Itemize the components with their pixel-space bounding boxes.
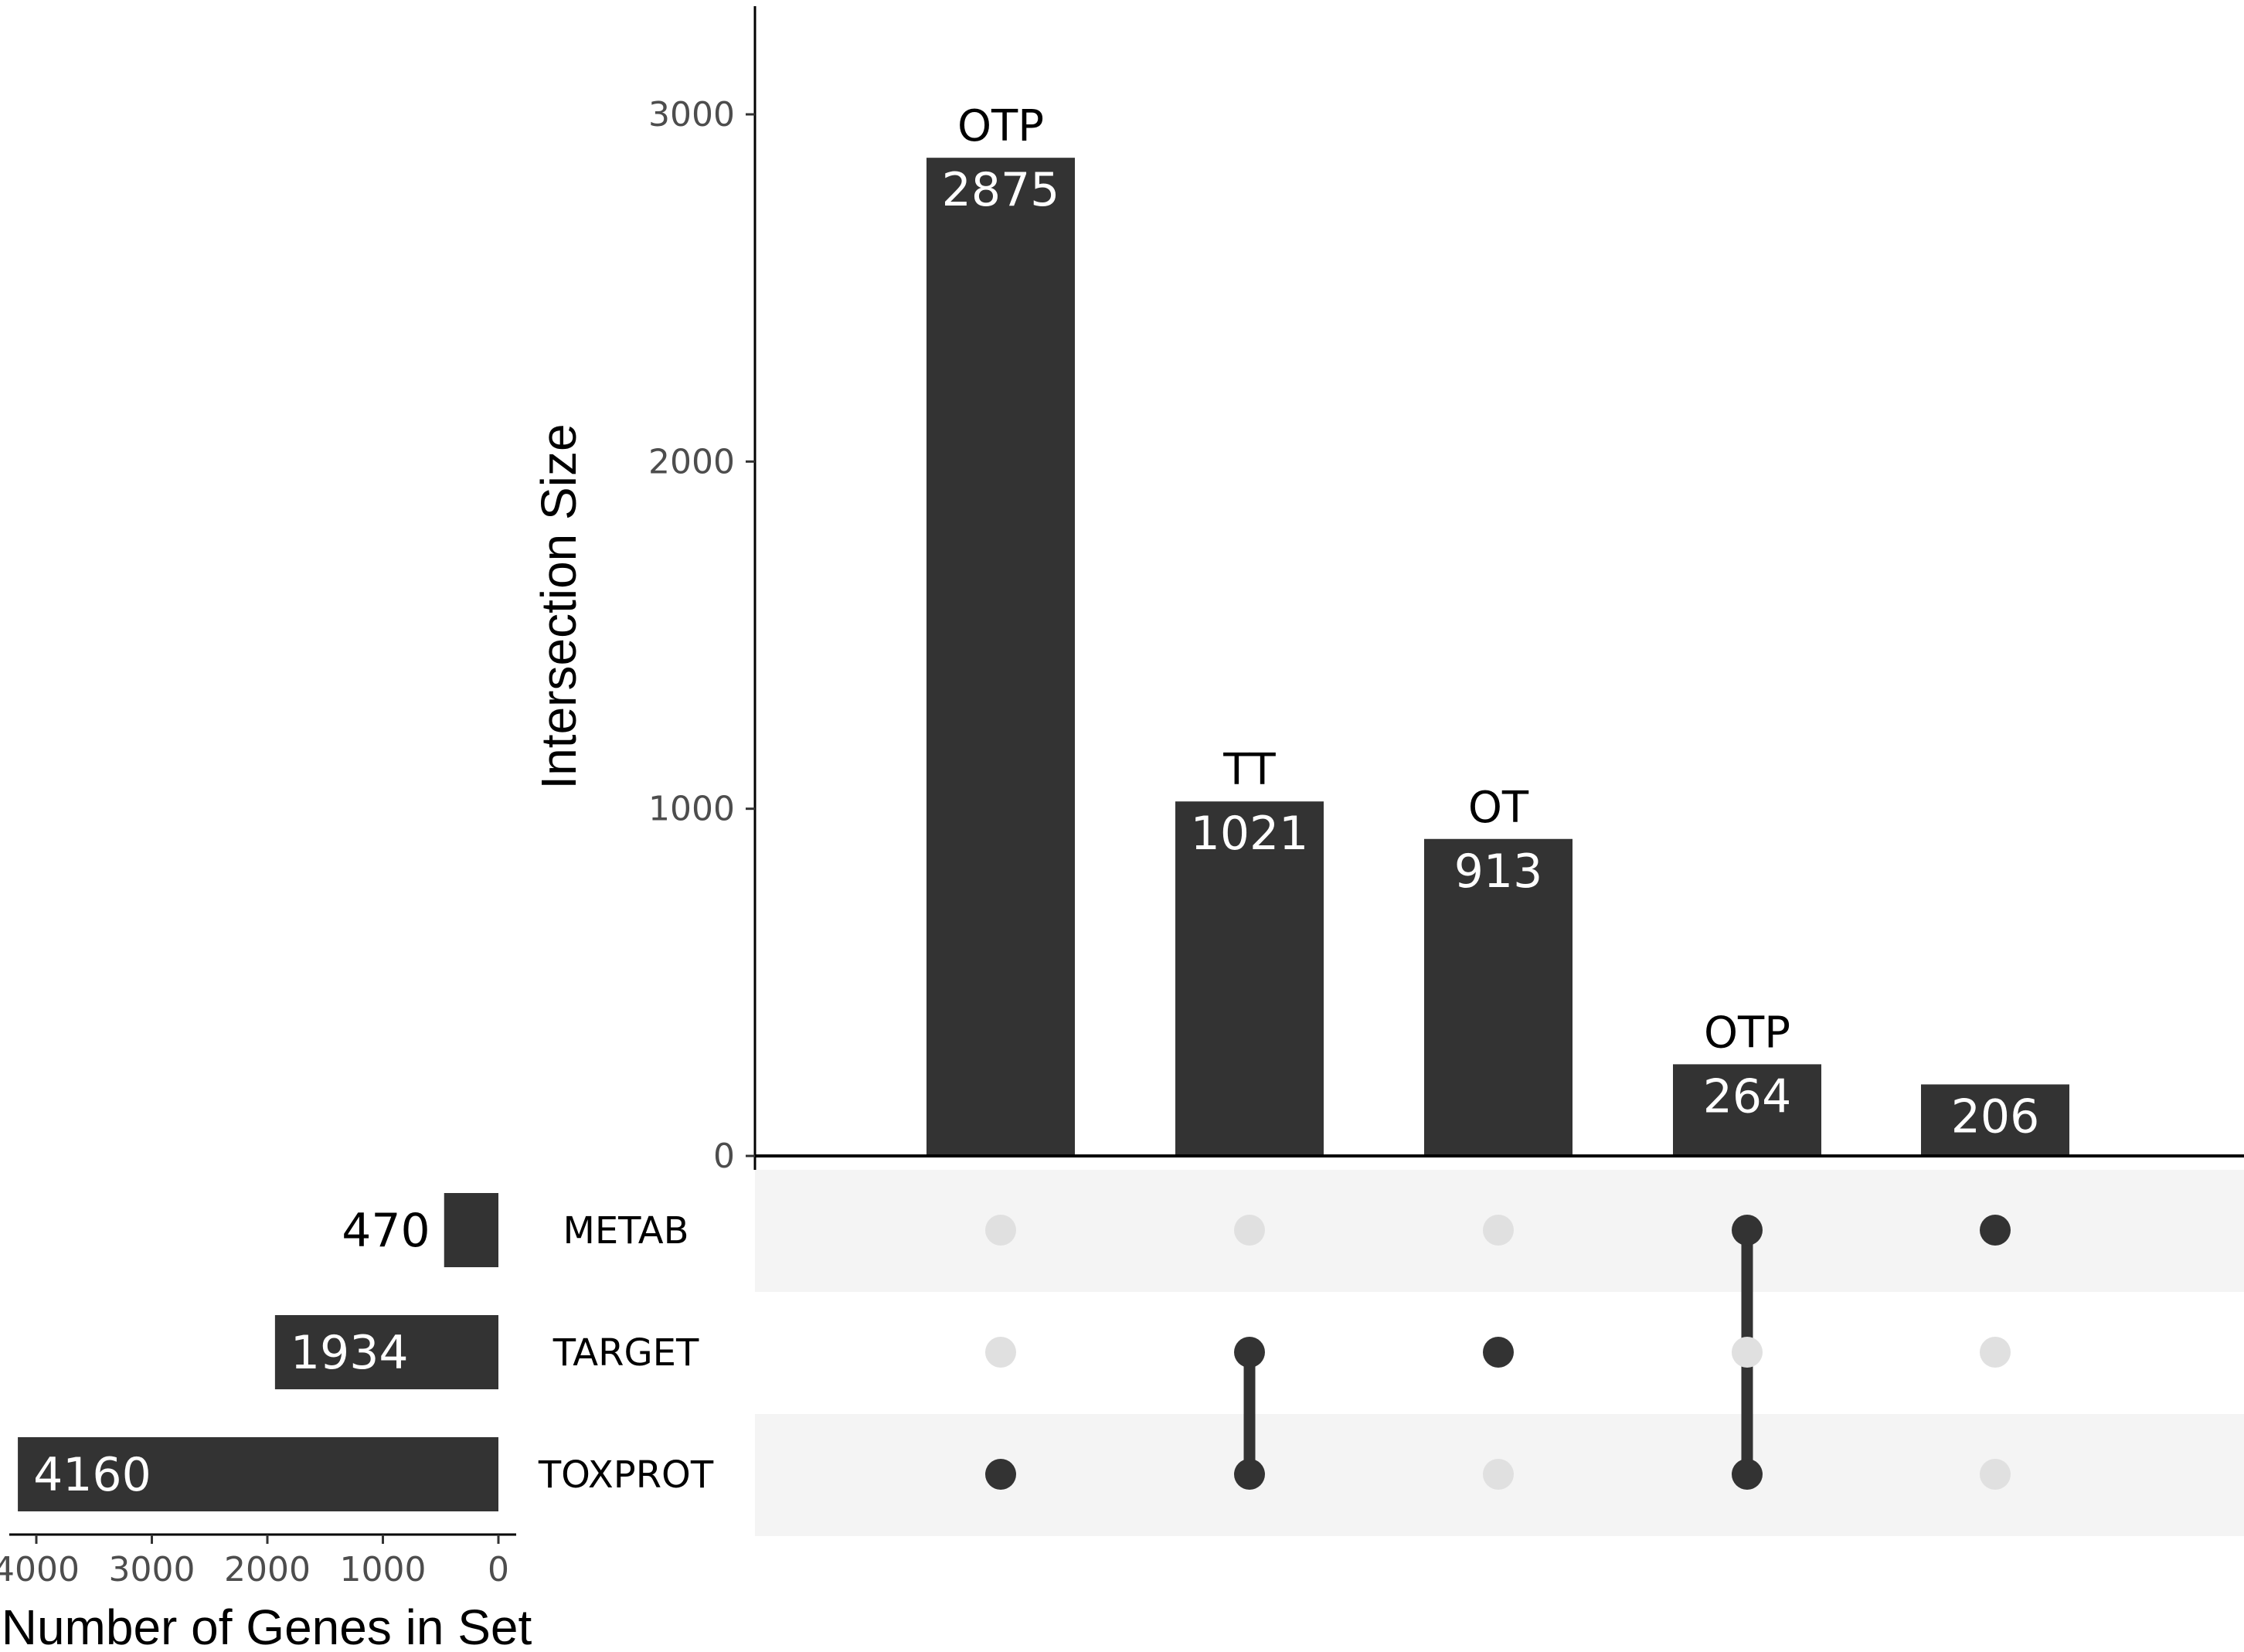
set-size-value-label: 4160	[33, 1448, 151, 1502]
set-size-axis-title: Number of Genes in Set	[2, 1599, 532, 1652]
matrix-dot-inactive	[1980, 1459, 2011, 1490]
matrix-dot-active	[1980, 1215, 2011, 1246]
set-size-bar	[18, 1437, 498, 1511]
matrix-dot-active	[1732, 1215, 1763, 1246]
intersection-value-label: 2875	[942, 163, 1060, 217]
intersection-size-axis: 0 1000 2000 3000	[648, 6, 2244, 1176]
intersection-value-label: 264	[1703, 1069, 1792, 1123]
y-tick-label: 0	[713, 1137, 735, 1176]
set-size-tick-label: 1000	[340, 1550, 427, 1589]
intersection-bar	[1424, 838, 1572, 1156]
set-size-tick-label: 2000	[224, 1550, 311, 1589]
intersection-tag-label: OTP	[1704, 1008, 1790, 1058]
matrix-dot-active	[1483, 1337, 1514, 1368]
matrix-dots	[985, 1215, 2011, 1490]
intersection-value-label: 913	[1454, 845, 1543, 899]
y-tick-label: 1000	[648, 790, 735, 829]
set-size-bar	[274, 1315, 498, 1389]
set-label: TARGET	[552, 1331, 699, 1375]
intersection-size-axis-title: Intersection Size	[531, 423, 586, 789]
y-tick-label: 3000	[648, 95, 735, 134]
matrix-dot-inactive	[1483, 1459, 1514, 1490]
set-label: METAB	[563, 1209, 688, 1253]
matrix-dot-active	[1732, 1459, 1763, 1490]
matrix-dot-active	[1234, 1459, 1265, 1490]
set-size-axis: 4000 3000 2000 1000 0	[0, 1533, 516, 1589]
set-label: TOXPROT	[538, 1453, 714, 1497]
set-size-bar	[444, 1193, 498, 1267]
matrix-dot-active	[985, 1459, 1016, 1490]
set-size-value-label: 470	[342, 1204, 430, 1258]
set-size-tick-label: 3000	[109, 1550, 196, 1589]
set-size-value-label: 1934	[291, 1326, 409, 1380]
set-labels: METAB TARGET TOXPROT	[538, 1209, 714, 1497]
matrix-dot-inactive	[985, 1337, 1016, 1368]
intersection-tag-label: TT	[1222, 745, 1276, 795]
matrix-dot-inactive	[1980, 1337, 2011, 1368]
intersection-bar	[1175, 801, 1324, 1156]
intersection-bar	[1921, 1084, 2069, 1156]
intersection-bar	[1673, 1064, 1821, 1156]
matrix-dot-inactive	[985, 1215, 1016, 1246]
set-size-tick-label: 4000	[0, 1550, 80, 1589]
intersection-bars: 2875 OTP 1021 TT 913 OT 264 OTP 206	[926, 101, 2069, 1157]
intersection-value-label: 206	[1951, 1089, 2040, 1144]
intersection-tag-label: OT	[1468, 783, 1529, 833]
set-size-bars: 470 1934 4160	[18, 1193, 498, 1511]
matrix-dot-inactive	[1234, 1215, 1265, 1246]
set-size-tick-label: 0	[488, 1550, 509, 1589]
matrix-dot-inactive	[1483, 1215, 1514, 1246]
matrix-dot-active	[1234, 1337, 1265, 1368]
matrix-dot-inactive	[1732, 1337, 1763, 1368]
y-tick-label: 2000	[648, 442, 735, 481]
intersection-tag-label: OTP	[957, 101, 1044, 151]
intersection-value-label: 1021	[1191, 807, 1309, 861]
intersection-bar	[926, 158, 1075, 1157]
